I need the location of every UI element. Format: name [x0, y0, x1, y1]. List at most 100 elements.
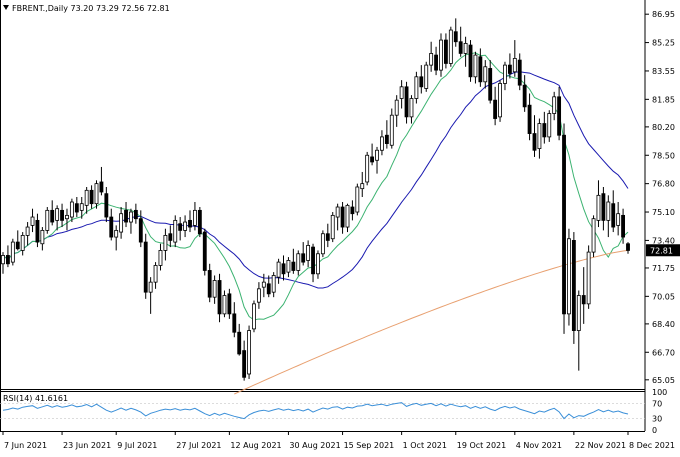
candle-body — [527, 104, 532, 134]
candle — [45, 207, 50, 234]
candle-body — [207, 270, 212, 298]
candle — [94, 180, 99, 209]
candle-body — [567, 238, 571, 315]
candle-body — [522, 84, 527, 108]
candle — [507, 53, 512, 79]
ma-slow-line — [2, 71, 629, 289]
candle — [60, 203, 64, 228]
candle — [552, 91, 557, 121]
candle — [512, 40, 517, 77]
candle — [197, 207, 202, 238]
candle — [571, 232, 576, 344]
candle — [207, 263, 212, 303]
candle-body — [104, 193, 109, 218]
candle-body — [552, 96, 557, 114]
candle — [414, 71, 419, 104]
candle-body — [256, 288, 261, 303]
candle — [291, 248, 296, 274]
candle-body — [153, 265, 158, 283]
candle-body — [25, 226, 30, 236]
candle-body — [306, 245, 311, 261]
candle — [488, 60, 493, 104]
candle — [370, 143, 375, 166]
candle — [547, 110, 552, 142]
candle — [325, 223, 330, 248]
candle — [340, 202, 345, 234]
candle — [306, 240, 311, 268]
candle-body — [133, 209, 138, 220]
candle-body — [217, 280, 222, 315]
candle-body — [532, 133, 537, 151]
candle-body — [370, 156, 375, 163]
candle-body — [507, 64, 512, 74]
candle — [537, 118, 542, 159]
candle-body — [168, 233, 173, 241]
candle-body — [488, 68, 493, 101]
candle-body — [419, 76, 424, 88]
candle-body — [15, 241, 20, 250]
candle-body — [301, 253, 306, 263]
candle — [478, 48, 483, 87]
y-tick-label: 81.85 — [652, 95, 675, 104]
candle — [365, 151, 370, 186]
candle-body — [503, 64, 507, 84]
candle-body — [178, 223, 183, 231]
symbol-ohlc-header: FBRENT.,Daily 73.20 73.29 72.56 72.81 — [12, 4, 170, 13]
x-tick-label: 22 Nov 2021 — [575, 441, 626, 450]
candle — [301, 242, 306, 266]
candle — [498, 80, 502, 122]
candle — [596, 180, 601, 228]
candle-body — [601, 193, 606, 221]
candle-body — [35, 219, 40, 243]
candle — [320, 230, 325, 258]
candle-body — [606, 201, 611, 221]
candle-body — [30, 216, 35, 226]
candle — [99, 166, 104, 196]
candle-body — [384, 134, 389, 144]
candle — [424, 61, 429, 92]
candle-body — [45, 209, 50, 231]
candle-body — [596, 194, 601, 221]
candle-body — [380, 136, 384, 151]
candle-body — [453, 31, 458, 43]
candle-body — [355, 186, 360, 213]
candle — [429, 41, 434, 72]
candle-body — [237, 331, 242, 355]
y-tick-label: 75.10 — [652, 208, 675, 217]
candle — [409, 95, 414, 124]
candle-body — [621, 214, 626, 238]
candle — [178, 217, 183, 241]
x-tick-label: 27 Jul 2021 — [176, 441, 221, 450]
candle — [562, 123, 566, 334]
candle-body — [40, 229, 45, 245]
candle-body — [493, 99, 498, 119]
collapse-triangle-icon[interactable] — [3, 5, 9, 10]
candle-body — [498, 83, 502, 118]
rsi-pane — [0, 402, 645, 420]
candle-body — [483, 66, 488, 83]
candle — [439, 33, 443, 77]
candle — [173, 215, 178, 248]
rsi-tick-label: 70 — [652, 399, 662, 408]
candle — [404, 81, 409, 124]
candle-body — [571, 240, 576, 331]
candle — [434, 46, 438, 76]
candle-body — [271, 275, 276, 293]
y-tick-label: 76.80 — [652, 180, 675, 189]
candle-body — [197, 209, 202, 235]
candle — [463, 36, 468, 67]
candle — [55, 205, 60, 231]
candle-body — [173, 219, 178, 243]
candle-body — [340, 206, 345, 228]
candle — [237, 323, 242, 356]
candle — [626, 242, 630, 254]
candle-body — [124, 209, 128, 223]
candle — [611, 190, 616, 233]
candle — [330, 212, 335, 243]
candle — [84, 186, 89, 214]
y-tick-label: 83.55 — [652, 67, 675, 76]
candle-body — [365, 154, 370, 183]
candle — [74, 197, 79, 218]
candle — [266, 275, 271, 298]
candle — [443, 33, 448, 69]
